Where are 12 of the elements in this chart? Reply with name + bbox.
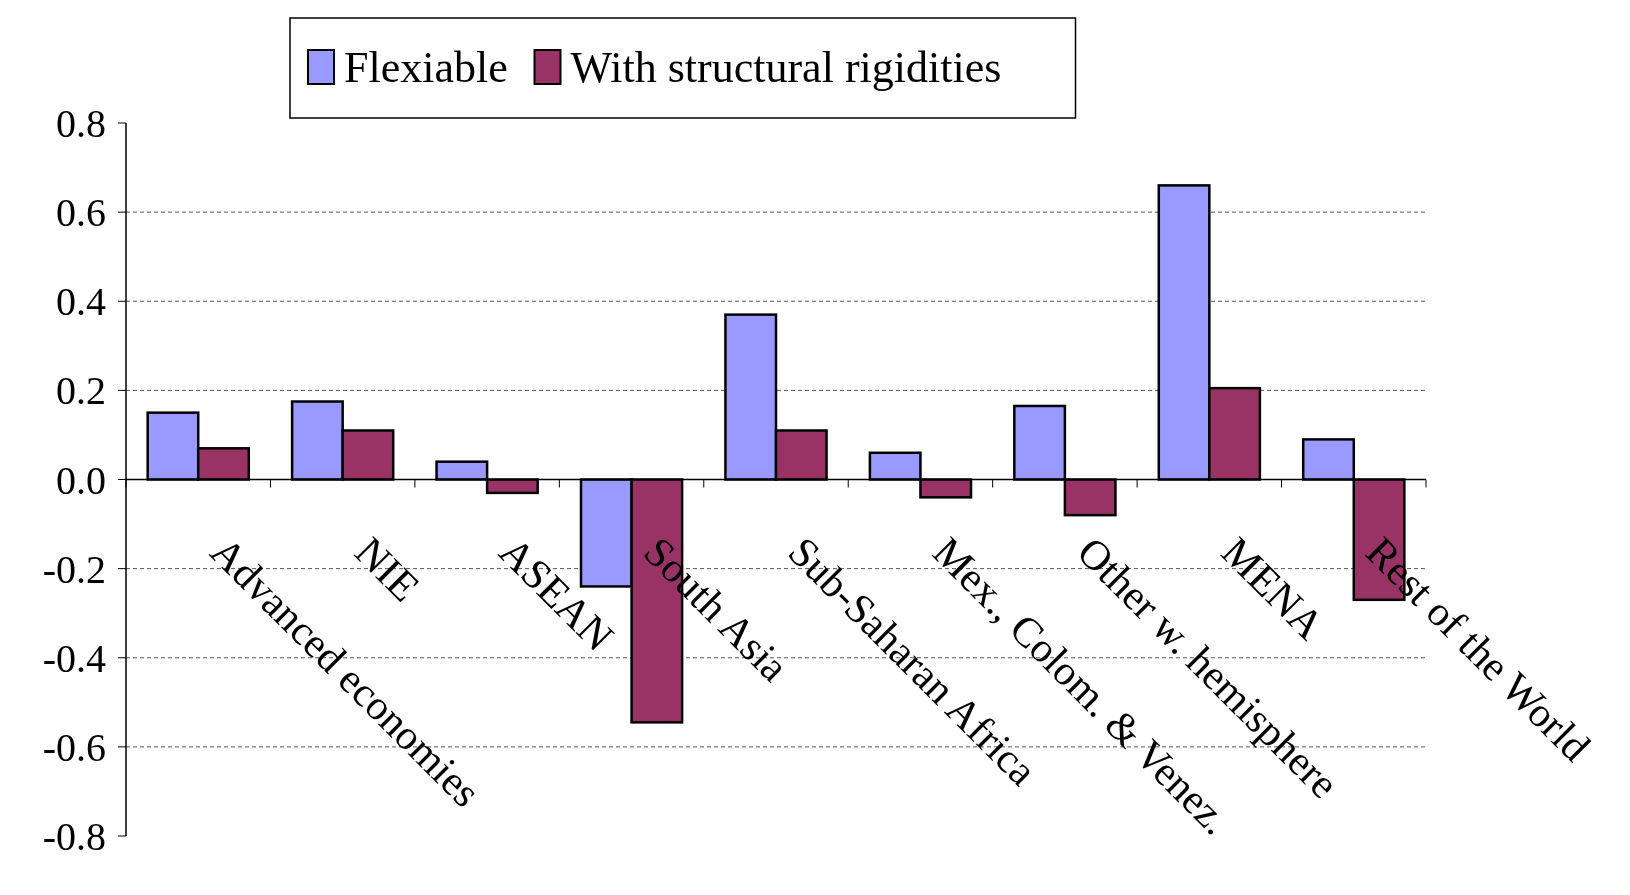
y-tick-label: 0.8 [56, 101, 106, 146]
y-tick-label: -0.8 [42, 814, 106, 859]
x-tick-label: NIE [346, 528, 429, 611]
y-tick-label: 0.0 [56, 457, 106, 503]
y-tick-label: 0.4 [56, 279, 106, 325]
y-tick-label: 0.6 [56, 190, 106, 236]
y-tick-label: -0.6 [42, 724, 106, 770]
y-tick-label: -0.4 [42, 635, 106, 681]
legend-label: With structural rigidities [570, 43, 1002, 92]
legend-label: Flexiable [344, 43, 508, 92]
y-tick-label: -0.2 [42, 546, 106, 592]
y-tick-label: 0.2 [56, 368, 106, 414]
